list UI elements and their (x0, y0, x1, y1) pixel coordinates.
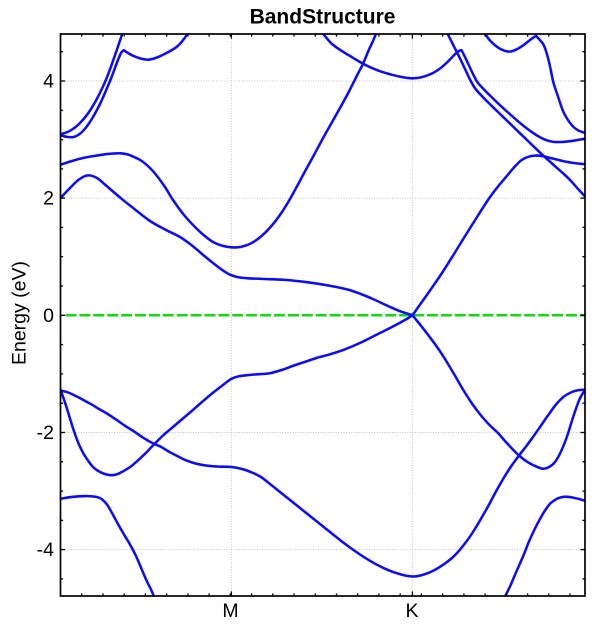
svg-text:K: K (405, 600, 418, 622)
svg-text:-4: -4 (37, 539, 54, 561)
svg-text:M: M (222, 600, 238, 622)
svg-text:BandStructure: BandStructure (250, 6, 396, 29)
svg-text:2: 2 (43, 188, 54, 210)
svg-text:Energy (eV): Energy (eV) (9, 261, 31, 365)
svg-text:0: 0 (43, 305, 54, 327)
svg-text:4: 4 (43, 71, 54, 93)
svg-text:-2: -2 (37, 422, 54, 444)
